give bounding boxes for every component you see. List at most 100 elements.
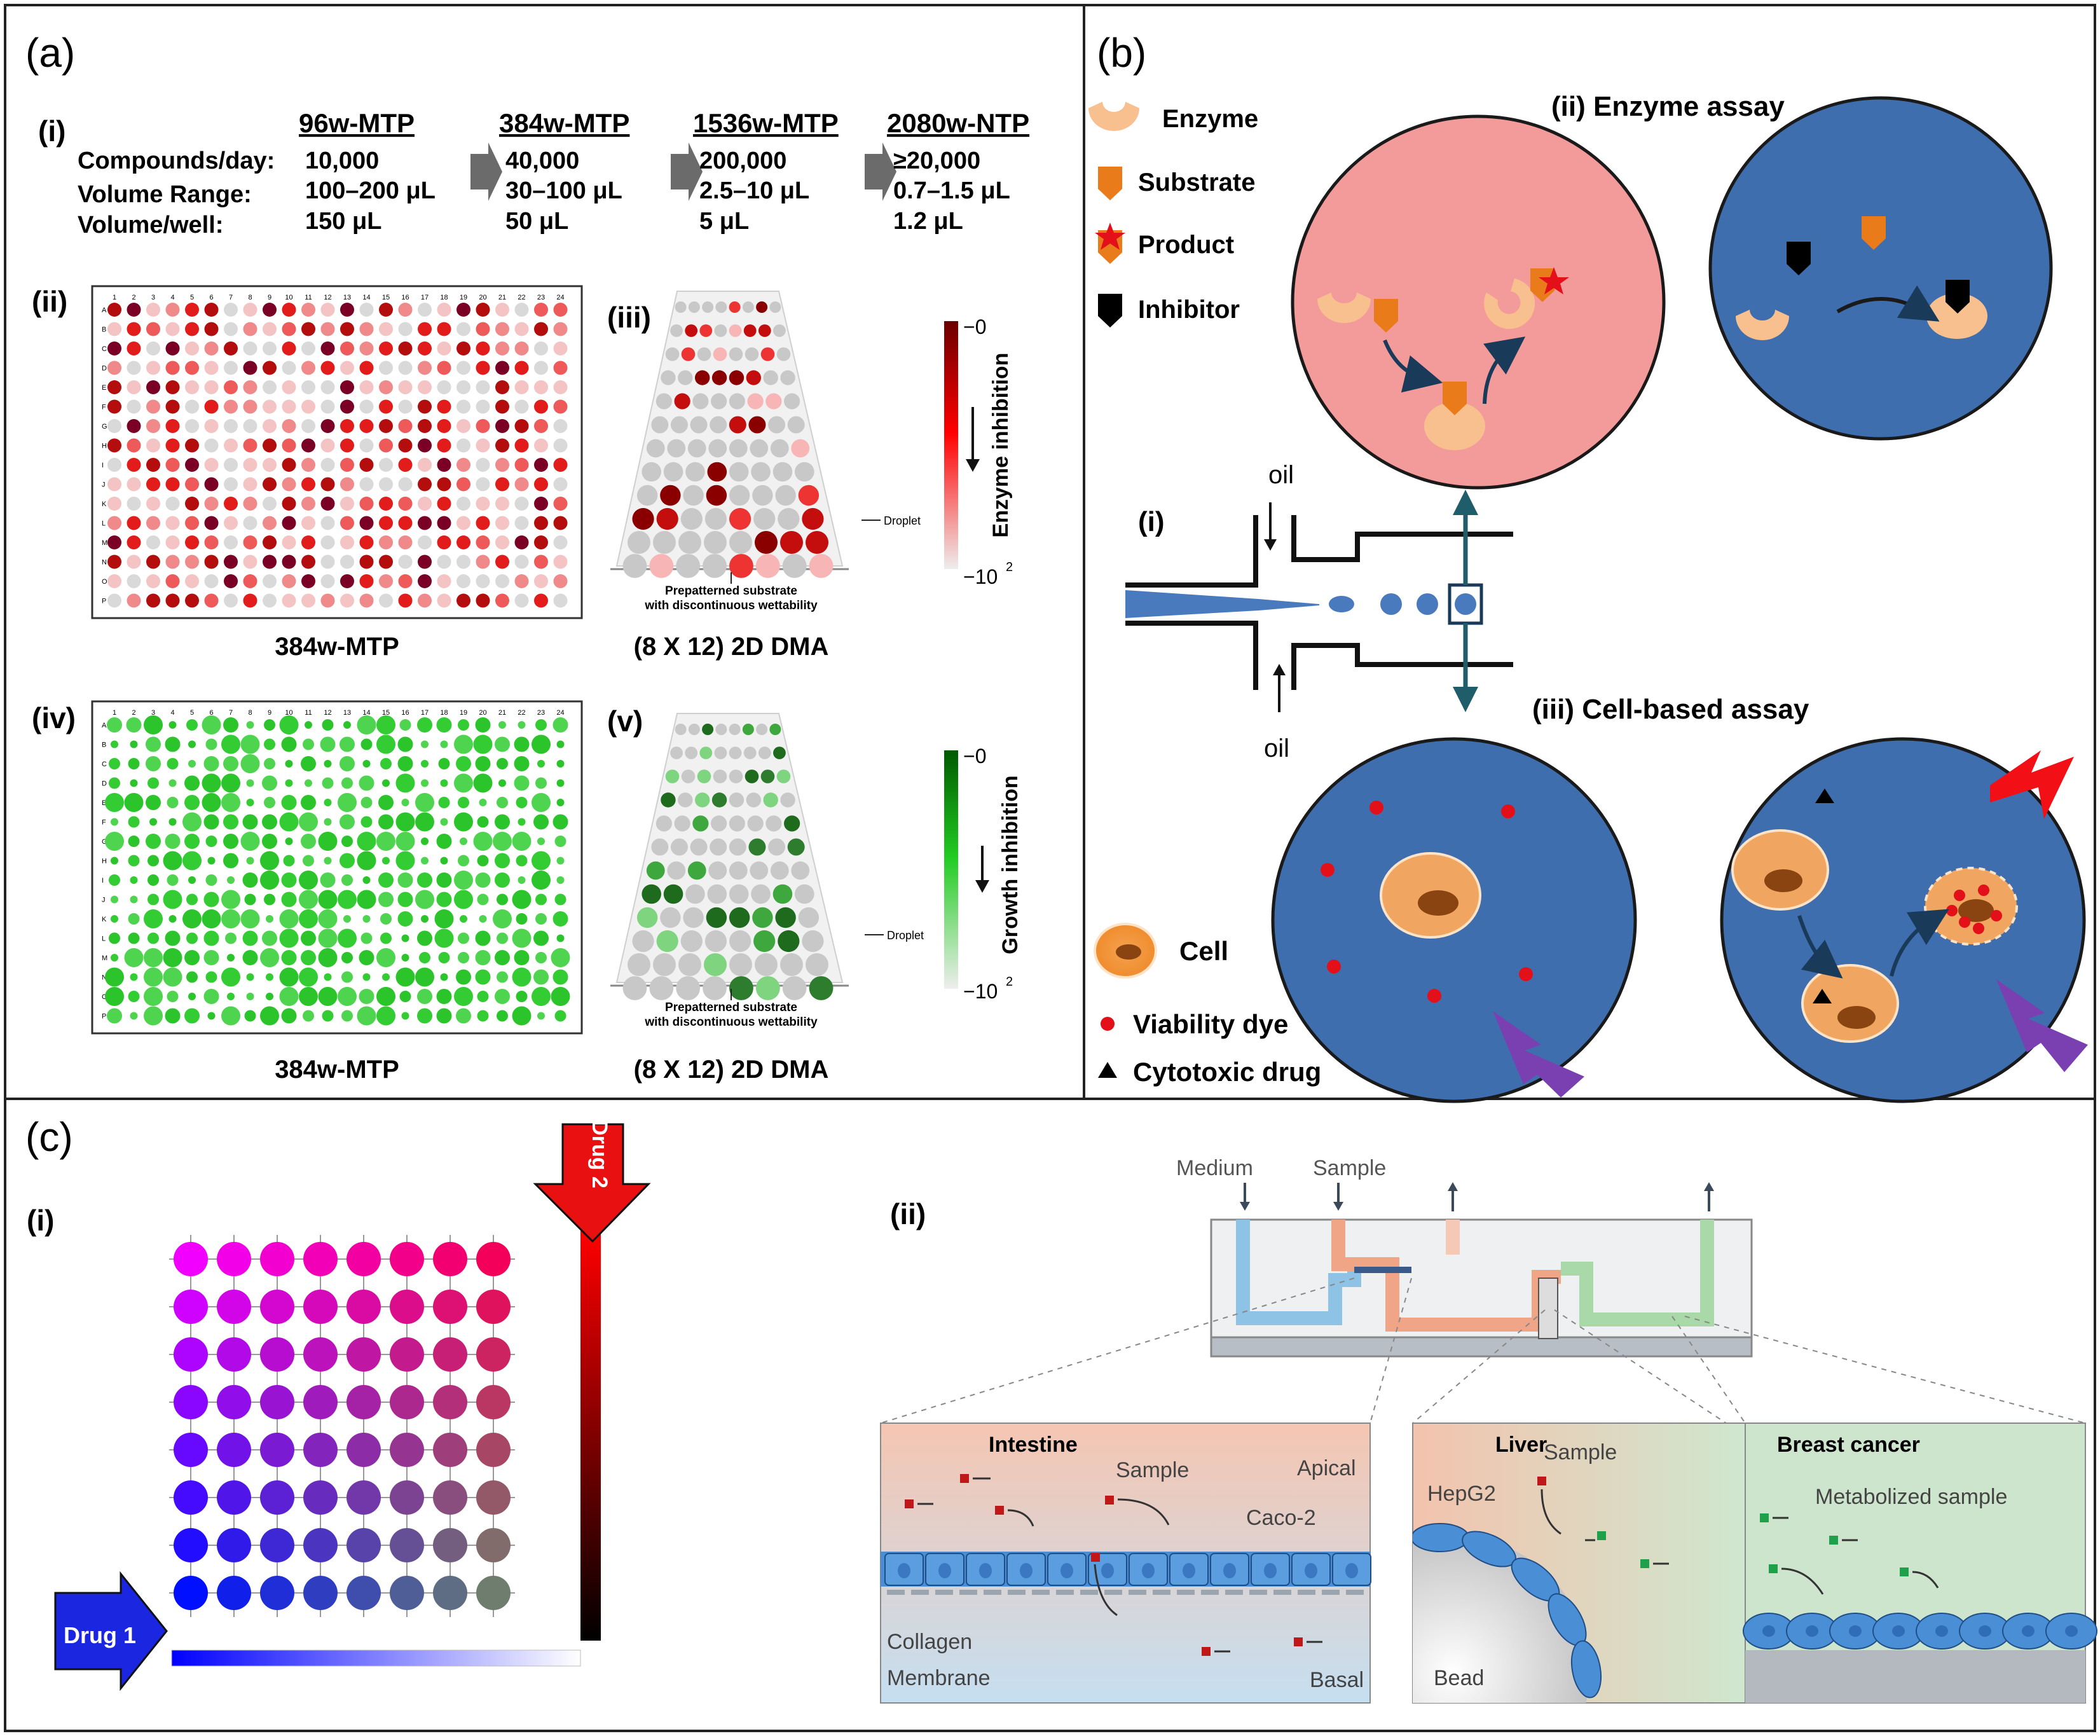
droplet [729,953,752,976]
well [359,341,374,355]
droplet [729,815,745,832]
well [534,438,548,453]
membrane-segment [887,1590,905,1595]
droplet [699,324,713,337]
well [301,834,316,849]
well [399,991,411,1002]
droplet [747,393,764,410]
drug1-arrow-icon[interactable] [54,1571,168,1691]
well [263,419,277,433]
plate-col-label: 20 [479,709,486,717]
well [415,890,434,909]
well [437,535,451,549]
well [456,361,470,375]
well [437,516,451,530]
well [243,593,257,608]
format-compounds-2: 200,000 [699,148,786,174]
well [146,497,160,511]
droplet [680,507,703,530]
legend-substrate: Substrate [1138,169,1256,196]
well [127,535,141,549]
well [324,973,332,981]
well [401,934,409,942]
well [301,341,315,355]
intestine-collagen: Collagen [887,1630,972,1654]
well [107,341,121,355]
well [421,779,429,787]
well [456,516,470,530]
well [285,760,293,768]
well [111,857,118,865]
well [359,574,374,588]
well [146,574,160,588]
caco2-nucleus [1183,1563,1195,1578]
combo-well [303,1290,338,1324]
well [359,380,374,394]
drug2-arrow-icon[interactable] [533,1123,651,1243]
well [340,756,355,771]
droplet [656,930,678,953]
combo-well [260,1242,294,1276]
well [204,535,219,549]
well [263,477,277,492]
combo-well [390,1576,424,1610]
droplet [636,485,658,506]
membrane-segment [1056,1590,1074,1595]
droplet [729,462,749,482]
droplet [729,838,746,856]
well [497,758,508,769]
well [514,341,529,355]
well [282,361,296,375]
well [495,872,510,888]
well [533,814,549,830]
well [376,987,395,1006]
well [243,555,257,569]
well [146,341,160,355]
droplet [656,507,678,530]
droplet [642,462,661,482]
well [320,872,336,888]
well [127,399,141,414]
well [437,555,451,569]
well [438,952,450,963]
well [107,380,121,394]
well [460,915,467,923]
droplet [751,462,771,482]
combo-well [174,1242,208,1276]
droplet [770,861,789,880]
well [263,574,277,588]
well [243,303,257,317]
well [130,779,138,787]
combo-well [390,1290,424,1324]
well [553,497,568,511]
well [437,322,451,336]
well [167,797,179,808]
well [282,535,296,549]
droplet [758,324,771,337]
well [243,438,257,453]
droplet [729,301,741,313]
combo-well [390,1242,424,1276]
step-arrow-icon [671,142,703,201]
well [263,341,277,355]
droplet [678,531,701,554]
well [324,760,332,768]
well [421,837,429,845]
plate-col-label: 3 [151,294,155,301]
well [512,928,532,948]
well [303,855,314,867]
plate-col-label: 16 [401,294,409,301]
well [146,477,160,492]
well [281,795,297,810]
well [514,775,530,791]
well [301,477,315,492]
well [242,930,258,946]
well [532,734,551,754]
format-well-1: 50 μL [505,208,568,235]
well [537,760,545,768]
caco2-nucleus [979,1563,992,1578]
well [553,361,568,375]
well [127,555,141,569]
well [495,438,509,453]
